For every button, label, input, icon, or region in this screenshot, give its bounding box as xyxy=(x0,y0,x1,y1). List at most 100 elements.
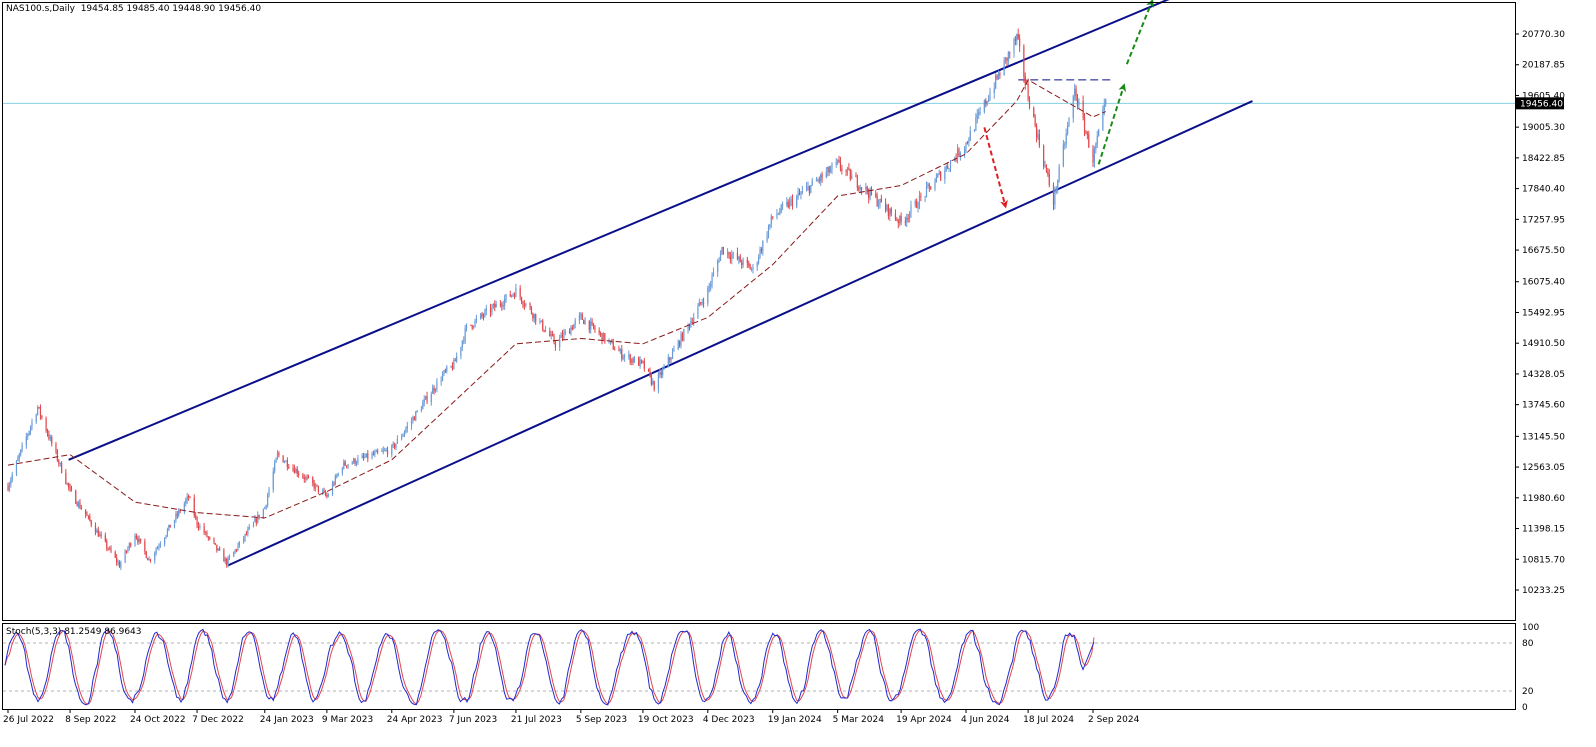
candle-body xyxy=(944,170,946,180)
candle-body xyxy=(739,256,741,263)
channel-upper-line[interactable] xyxy=(68,0,1178,461)
candle-body xyxy=(41,415,43,418)
candle-body xyxy=(877,204,880,206)
candle-body xyxy=(433,387,435,392)
candle-body xyxy=(481,313,483,316)
candle-body xyxy=(258,514,260,518)
candle-body xyxy=(729,256,731,260)
candle-body xyxy=(690,321,692,327)
candle-body xyxy=(731,255,733,260)
candle-body xyxy=(410,420,413,426)
candle-body xyxy=(1074,88,1076,96)
candle-body xyxy=(470,324,472,326)
candle-body xyxy=(8,484,11,491)
candle-body xyxy=(996,75,998,79)
candle-body xyxy=(1048,174,1050,186)
candle-body xyxy=(264,507,266,509)
candle-body xyxy=(155,549,157,553)
candle-body xyxy=(314,484,317,489)
candle-body xyxy=(61,462,63,473)
candle-body xyxy=(77,502,80,506)
candle-body xyxy=(1058,166,1060,181)
candle-body xyxy=(164,537,166,545)
candle-body xyxy=(471,325,473,328)
candle-body xyxy=(827,167,829,172)
candle-body xyxy=(870,188,873,195)
candle-body xyxy=(677,341,679,350)
candle-body xyxy=(473,326,475,328)
candle-body xyxy=(334,476,336,485)
candle-body xyxy=(51,437,53,444)
candle-body xyxy=(149,559,152,561)
candle-body xyxy=(505,294,507,299)
candle-body xyxy=(711,276,713,285)
candle-body xyxy=(879,198,881,205)
candle-body xyxy=(474,320,476,327)
candle-body xyxy=(219,548,221,551)
candle-body xyxy=(602,333,605,342)
candle-body xyxy=(601,333,603,342)
candle-body xyxy=(671,351,674,359)
candle-body xyxy=(927,184,929,186)
price-tick-label: 15492.95 xyxy=(1522,308,1565,318)
candle-body xyxy=(937,174,939,178)
candle-body xyxy=(185,500,187,504)
candle-body xyxy=(377,450,379,452)
candle-body xyxy=(464,328,466,341)
candle-body xyxy=(966,142,969,144)
candle-body xyxy=(570,327,572,334)
candle-body xyxy=(29,426,32,432)
price-tick-label: 11980.60 xyxy=(1522,494,1565,504)
candle-body xyxy=(21,445,23,450)
candle-body xyxy=(869,188,871,198)
candle-body xyxy=(254,518,256,523)
candle-body xyxy=(416,410,418,412)
candle-body xyxy=(910,205,912,213)
candle-body xyxy=(226,558,228,566)
candle-body xyxy=(752,266,754,269)
candle-body xyxy=(509,294,511,297)
candle-body xyxy=(243,538,245,542)
candle-body xyxy=(108,547,111,550)
stoch-tick-label: 100 xyxy=(1522,623,1539,633)
candle-body xyxy=(97,530,99,537)
candle-body xyxy=(632,358,634,363)
candle-body xyxy=(224,558,226,562)
candle-body xyxy=(845,170,847,172)
candle-body xyxy=(495,303,497,308)
arrow-up[interactable] xyxy=(1097,83,1127,165)
candle-body xyxy=(234,549,236,552)
candle-body xyxy=(766,236,768,241)
candle-body xyxy=(492,303,494,307)
candle-body xyxy=(355,463,358,465)
arrow-down[interactable] xyxy=(983,127,1008,209)
candle-body xyxy=(440,380,442,382)
candle-body xyxy=(362,455,365,458)
candle-body xyxy=(925,185,928,197)
candle-body xyxy=(165,535,167,538)
candle-body xyxy=(580,314,582,316)
channel-lower-line[interactable] xyxy=(227,100,1253,567)
symbol-label: NAS100.s,Daily xyxy=(6,4,75,14)
candle-body xyxy=(257,514,259,523)
candle-body xyxy=(550,334,552,337)
arrow-up[interactable] xyxy=(1125,0,1154,65)
candle-body xyxy=(147,558,149,561)
candle-body xyxy=(451,366,454,370)
candle-body xyxy=(691,321,693,323)
candle-body xyxy=(574,320,576,325)
candle-body xyxy=(460,347,462,357)
candle-body xyxy=(908,212,911,219)
candle-body xyxy=(618,349,620,352)
candle-body xyxy=(1082,101,1084,118)
candle-body xyxy=(463,340,465,342)
candle-body xyxy=(918,195,921,208)
candle-body xyxy=(786,201,788,205)
candle-body xyxy=(504,298,506,306)
candle-body xyxy=(265,504,267,508)
candle-body xyxy=(697,306,699,318)
date-tick-label: 26 Jul 2022 xyxy=(3,715,54,725)
candle-body xyxy=(643,361,645,369)
candle-body xyxy=(415,411,417,421)
